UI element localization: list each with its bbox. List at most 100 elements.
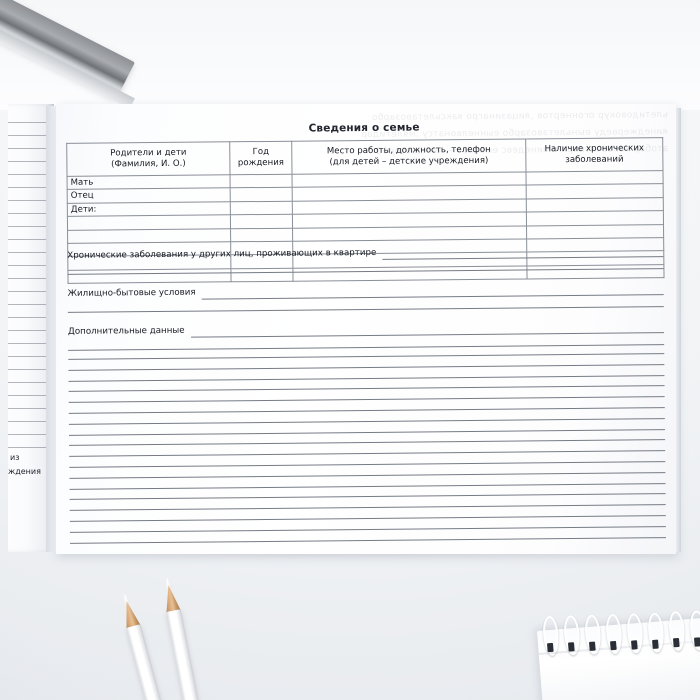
writing-line[interactable] bbox=[69, 439, 666, 447]
left-page-writing-line bbox=[8, 291, 52, 292]
left-page-writing-line bbox=[8, 252, 52, 253]
section-living-conditions: Жилищно-бытовые условия bbox=[68, 283, 664, 319]
column-header-parents-children: Родители и дети (Фамилия, И. О.) bbox=[66, 141, 231, 177]
left-page-writing-line bbox=[8, 278, 52, 279]
section-continuation-line[interactable] bbox=[67, 306, 664, 313]
left-page-writing-line bbox=[8, 421, 52, 422]
left-page-writing-line bbox=[8, 122, 52, 123]
left-page-fragment-2: ждения bbox=[8, 467, 41, 476]
open-booklet: из ждения ьлетидовокур огоннертов ,яицаз… bbox=[8, 104, 681, 564]
spiral-ring-gap bbox=[694, 637, 700, 648]
column-header-line-2: (Фамилия, И. О.) bbox=[111, 158, 186, 170]
writing-line[interactable] bbox=[68, 385, 665, 393]
column-header-birth-year: Год рождения bbox=[229, 141, 293, 175]
writing-line[interactable] bbox=[69, 504, 666, 512]
right-page: ьлетидовокур огоннертов ,яицазинагро яак… bbox=[56, 104, 681, 554]
left-page-writing-line bbox=[8, 148, 52, 149]
row-year-cell[interactable] bbox=[230, 187, 293, 202]
section-continuation-line[interactable] bbox=[67, 268, 664, 275]
left-page-writing-line bbox=[8, 434, 52, 435]
writing-line[interactable] bbox=[68, 428, 665, 436]
spiral-notebook bbox=[536, 610, 700, 700]
spiral-ring bbox=[646, 611, 665, 653]
row-year-cell[interactable] bbox=[230, 227, 293, 242]
row-year-cell[interactable] bbox=[230, 214, 293, 229]
left-page-writing-line bbox=[8, 369, 52, 370]
left-page-writing-line bbox=[8, 265, 52, 266]
left-page-writing-line bbox=[8, 330, 52, 331]
section-entry-line[interactable] bbox=[190, 332, 665, 338]
writing-line[interactable] bbox=[69, 515, 666, 522]
column-header-line-2: рождения bbox=[237, 157, 284, 169]
spiral-ring bbox=[688, 610, 700, 652]
spiral-ring-gap bbox=[546, 642, 554, 653]
section-label: Дополнительные данные bbox=[67, 325, 185, 337]
writing-line[interactable] bbox=[68, 363, 665, 371]
spiral-ring bbox=[625, 612, 644, 654]
form-sections: Хронические заболевания у других лиц, пр… bbox=[60, 107, 668, 351]
left-page-writing-line bbox=[8, 135, 52, 136]
column-header-line-1: Наличие хронических bbox=[544, 143, 645, 155]
left-page-writing-line bbox=[8, 447, 52, 448]
writing-line[interactable] bbox=[69, 461, 666, 468]
left-page-writing-line bbox=[8, 239, 52, 240]
column-header-chronic-diseases: Наличие хронических заболеваний bbox=[525, 137, 663, 172]
writing-line[interactable] bbox=[69, 471, 666, 479]
left-page-writing-line bbox=[8, 187, 52, 188]
spiral-ring bbox=[562, 614, 581, 656]
left-page-writing-line bbox=[8, 213, 52, 214]
row-chronic-cell[interactable] bbox=[526, 224, 664, 239]
spiral-ring bbox=[583, 613, 602, 655]
spiral-ring-gap bbox=[673, 638, 680, 648]
left-page-writing-line bbox=[8, 382, 52, 383]
row-chronic-cell[interactable] bbox=[526, 184, 664, 199]
column-header-line-1: Год bbox=[252, 147, 270, 158]
writing-line[interactable] bbox=[70, 536, 667, 544]
left-page-writing-line bbox=[8, 408, 52, 409]
section-additional-data: Дополнительные данные bbox=[67, 321, 665, 357]
left-page-writing-line bbox=[8, 343, 52, 344]
column-header-line-2: заболеваний bbox=[565, 154, 624, 166]
section-entry-line[interactable] bbox=[201, 294, 664, 300]
left-page-writing-line bbox=[8, 161, 52, 162]
row-chronic-cell[interactable] bbox=[525, 170, 664, 186]
spiral-ring-gap bbox=[651, 639, 659, 649]
spiral-ring-gap bbox=[567, 642, 575, 652]
left-page-fragment-1: из bbox=[10, 453, 20, 462]
section-chronic-others: Хронические заболевания у других лиц, пр… bbox=[67, 245, 664, 281]
writing-line[interactable] bbox=[68, 396, 665, 404]
spiral-ring bbox=[604, 613, 623, 655]
writing-line[interactable] bbox=[69, 482, 666, 490]
writing-line[interactable] bbox=[69, 493, 666, 501]
writing-line[interactable] bbox=[68, 407, 665, 414]
row-chronic-cell[interactable] bbox=[526, 197, 664, 213]
column-header-workplace: Место работы, должность, телефон (для де… bbox=[291, 138, 526, 175]
column-header-line-2: (для детей – детские учреждения) bbox=[329, 155, 489, 168]
section-label: Жилищно-бытовые условия bbox=[67, 287, 196, 299]
left-page-writing-line bbox=[8, 304, 52, 305]
spiral-ring bbox=[541, 615, 560, 657]
section-continuation-line[interactable] bbox=[68, 344, 665, 351]
section-entry-line[interactable] bbox=[382, 256, 664, 260]
writing-line[interactable] bbox=[68, 374, 665, 382]
section-label: Хронические заболевания у других лиц, пр… bbox=[67, 247, 377, 261]
writing-line[interactable] bbox=[68, 417, 665, 425]
spiral-ring-gap bbox=[588, 641, 596, 651]
left-page-writing-line bbox=[8, 317, 52, 318]
left-page-writing-line bbox=[8, 200, 52, 201]
left-page-writing-line bbox=[8, 226, 52, 227]
spiral-ring-gap bbox=[630, 639, 638, 650]
row-year-cell[interactable] bbox=[230, 174, 293, 189]
page-title: Сведения о семье bbox=[308, 121, 420, 135]
writing-line[interactable] bbox=[69, 525, 666, 533]
page-content: ьлетидовокур огоннертов ,яицазинагро яак… bbox=[60, 107, 672, 551]
left-page-writing-line bbox=[8, 395, 52, 396]
spiral-ring bbox=[667, 610, 686, 652]
row-year-cell[interactable] bbox=[230, 200, 293, 215]
writing-line[interactable] bbox=[69, 450, 666, 458]
spiral-ring-gap bbox=[609, 640, 617, 650]
row-chronic-cell[interactable] bbox=[526, 210, 664, 226]
left-page-writing-line bbox=[8, 174, 52, 175]
left-page-writing-line bbox=[8, 356, 52, 357]
